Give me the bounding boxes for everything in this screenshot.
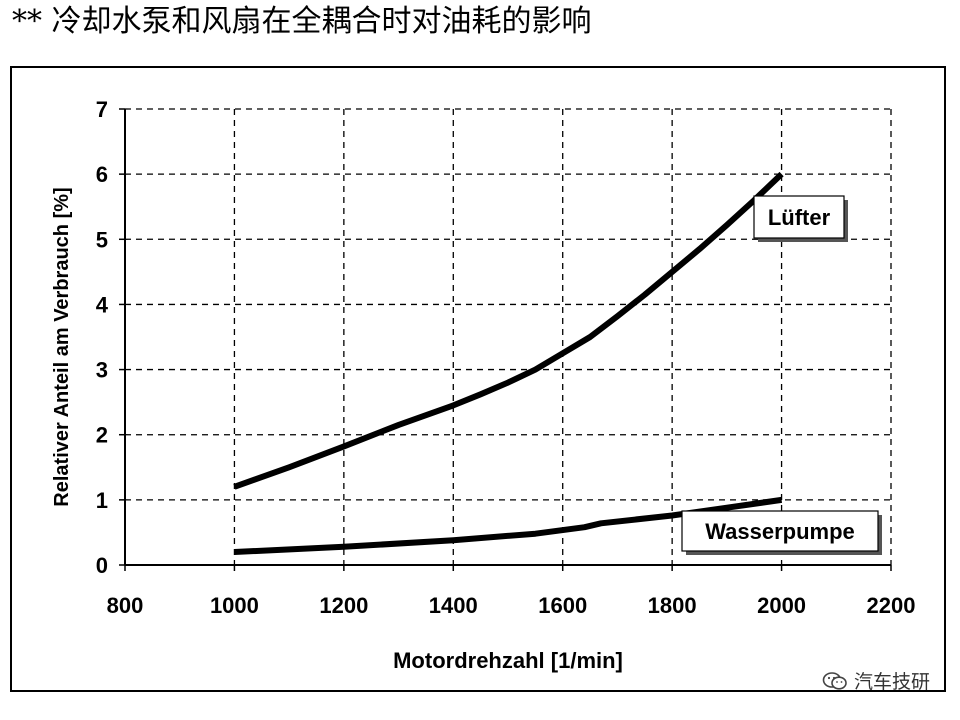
y-tick-label: 0 xyxy=(96,553,108,578)
series-line-luefter xyxy=(233,171,784,490)
x-tick-label: 1000 xyxy=(210,593,259,618)
x-tick-label: 2000 xyxy=(757,593,806,618)
x-tick-label: 2200 xyxy=(867,593,916,618)
x-tick-label: 800 xyxy=(107,593,144,618)
y-tick-label: 3 xyxy=(96,358,108,383)
watermark: 汽车技研 xyxy=(822,667,930,694)
chart-frame: 800 1000 1200 1400 1600 1800 2000 2200 0 1 2 3 4 5 6 7 M… xyxy=(10,66,946,692)
x-axis-label: Motordrehzahl [1/min] xyxy=(393,648,623,673)
x-tick-label: 1800 xyxy=(648,593,697,618)
x-tick-label: 1600 xyxy=(538,593,587,618)
series-label-text: Lüfter xyxy=(768,205,831,230)
wechat-icon xyxy=(822,671,847,690)
y-tick-label: 1 xyxy=(96,488,108,513)
watermark-text: 汽车技研 xyxy=(853,671,930,693)
series-label-luefter: Lüfter xyxy=(753,195,848,242)
series-label-text: Wasserpumpe xyxy=(705,519,855,544)
y-tick-label: 7 xyxy=(96,97,108,122)
label-box xyxy=(753,195,845,239)
label-box xyxy=(681,510,879,552)
x-tick-label: 1200 xyxy=(319,593,368,618)
series-line-wasserpumpe xyxy=(234,496,783,555)
series-label-wasserpumpe: Wasserpumpe xyxy=(681,510,882,555)
y-tick-label: 6 xyxy=(96,162,108,187)
line-chart: 800 1000 1200 1400 1600 1800 2000 2200 0 1 2 3 4 5 6 7 M… xyxy=(51,97,916,673)
x-tick-label: 1400 xyxy=(429,593,478,618)
y-axis-label: Relativer Anteil am Verbrauch [%] xyxy=(51,187,73,506)
page-title: ** 冷却水泵和风扇在全耦合时对油耗的影响 xyxy=(12,4,592,39)
y-tick-label: 5 xyxy=(96,227,108,252)
y-tick-label: 4 xyxy=(96,292,109,317)
y-tick-label: 2 xyxy=(96,423,108,448)
